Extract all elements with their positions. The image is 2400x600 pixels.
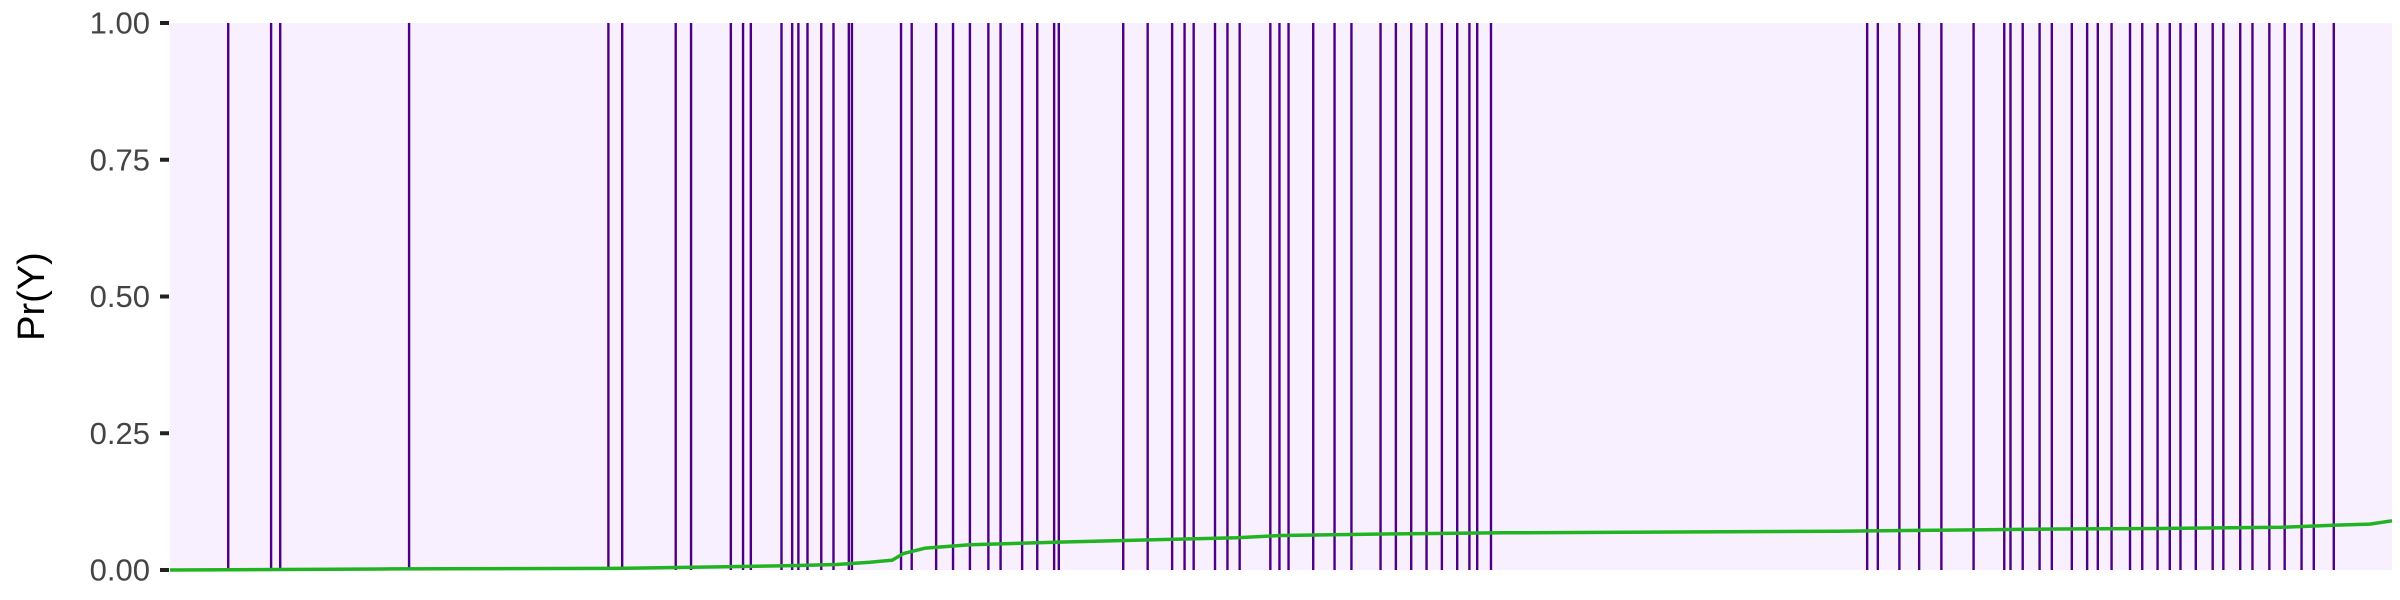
y-tick-label: 0.50 bbox=[90, 279, 150, 314]
probability-line bbox=[169, 519, 2393, 572]
y-axis-title: Pr(Y) bbox=[11, 252, 53, 341]
y-tick-label: 1.00 bbox=[90, 6, 150, 41]
y-tick-label: 0.75 bbox=[90, 142, 150, 177]
event-lines-group bbox=[227, 23, 2335, 570]
y-tick-label: 0.00 bbox=[90, 553, 150, 588]
plot-panel bbox=[170, 23, 2392, 570]
y-axis: 0.00 0.25 0.50 0.75 1.00 bbox=[90, 6, 169, 588]
y-tick-label: 0.25 bbox=[90, 416, 150, 451]
